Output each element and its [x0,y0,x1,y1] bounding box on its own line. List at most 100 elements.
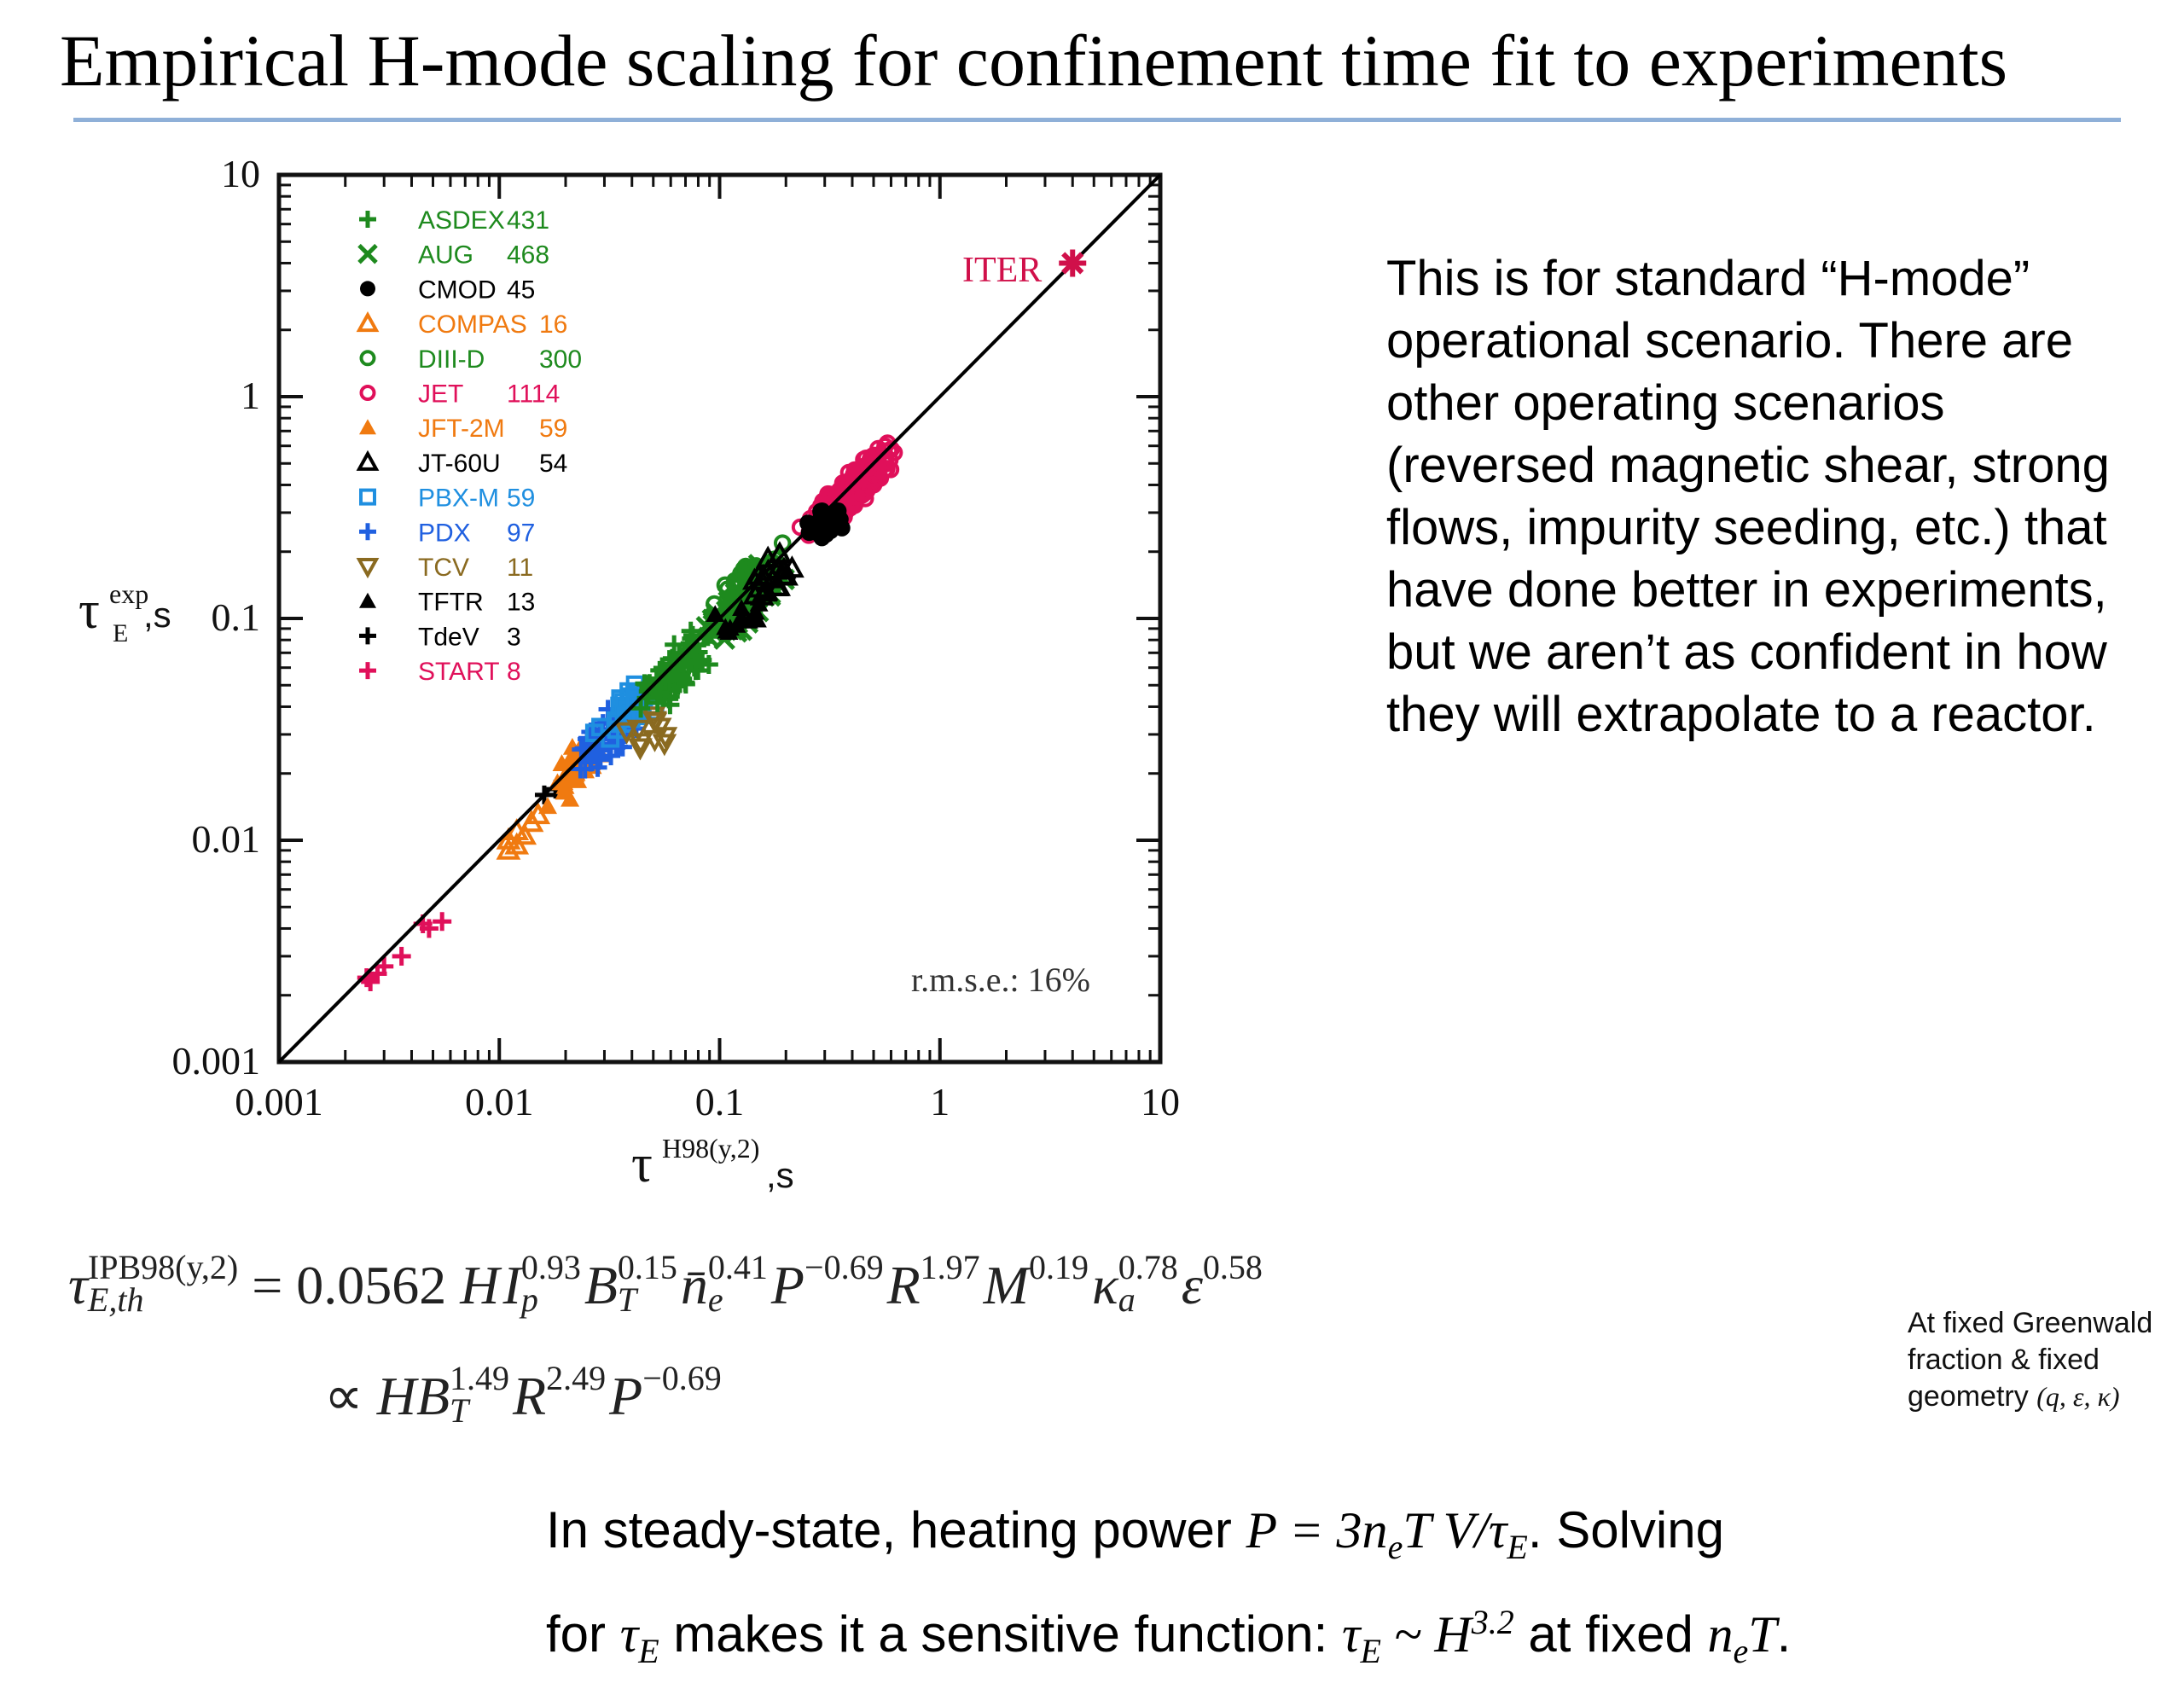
legend-entry-pbx-m: PBX-M 59 [359,485,535,513]
formula-term-symbol: P [770,1255,805,1315]
formula-term-script: 0.58 [1203,1251,1263,1316]
data-point [652,734,677,757]
bottom-text-6: . [1776,1605,1792,1663]
formula-term-symbol: R [886,1255,921,1315]
legend-entry-jet: JET 1114 [359,380,560,409]
data-point [859,459,878,477]
title-underline [73,118,2121,122]
formula-exponent: 1.97 [920,1248,980,1287]
formula-exponent: 2.49 [546,1359,607,1398]
formula-term: M 0.19 [984,1251,1089,1315]
formula-term-symbol: HB [376,1366,450,1426]
formula-subscript [921,1284,980,1316]
formula-term-symbol: κ [1091,1255,1118,1315]
formula-term-script: 0.41 e [707,1251,768,1320]
tau-h-relation: τE ~ H3.2 [1342,1603,1514,1670]
legend-entry-cmod: CMOD 45 [360,276,535,304]
legend-marker [359,211,376,228]
data-point [614,722,640,745]
bottom-text-2: . Solving [1527,1501,1724,1558]
tau-e-symbol: τE [619,1606,659,1670]
data-point [642,712,668,735]
formula-subscript [804,1284,884,1316]
data-point [584,723,604,742]
data-point [674,657,694,676]
y-tick-label: 0.001 [172,1039,261,1082]
legend-marker [359,627,376,645]
data-point [512,822,537,845]
formula-exponent: 0.15 [617,1248,677,1287]
bottom-text-4: makes it a sensitive function: [659,1605,1342,1663]
y-tick-label: 10 [221,152,260,195]
formula-term: κ 0.78 a [1091,1251,1178,1317]
y-axis-label: τ exp E ,s [78,578,171,647]
iter-label: ITER [962,251,1042,290]
greenwald-line3: geometry [1908,1380,2029,1413]
data-point [357,968,376,988]
data-point [561,789,580,807]
legend-marker [359,419,376,435]
legend-entry-aug: AUG 468 [357,241,549,270]
x-label-unit: ,s [766,1155,794,1195]
legend-marker [359,523,376,541]
formula-term: n̄ 0.41 e [681,1251,768,1317]
formula-term: R 2.49 [513,1361,606,1426]
formula-exponent: 0.78 [1118,1248,1178,1287]
legend-count: 1114 [507,380,560,409]
formula-term-script: 0.19 [1029,1251,1089,1316]
formula-subscript: T [617,1280,637,1320]
data-point [726,572,744,590]
legend-count: 45 [507,276,535,304]
series-compas [496,802,551,860]
formula-term-script: 1.97 [921,1251,980,1316]
legend-name: JT-60U [418,450,501,478]
greenwald-vars: (q, ε, κ) [2036,1381,2120,1412]
legend-marker [360,281,375,297]
series-cmod [799,502,851,547]
formula-coefficient: = 0.0562 [252,1255,447,1315]
data-point [659,650,679,670]
legend-marker [359,662,376,680]
formula-term: P −0.69 [609,1361,722,1426]
x-tick-label: 0.01 [465,1080,534,1123]
legend-marker [356,311,380,333]
greenwald-note: At fixed Greenwald fraction & fixed geom… [1908,1305,2181,1415]
greenwald-line2: fraction & fixed [1908,1344,2100,1376]
formula-term-symbol: R [513,1366,547,1426]
series-tcv [614,706,678,761]
x-axis-ticks: 0.001 0.01 0.1 1 10 [235,175,1180,1123]
legend-count: 97 [507,519,535,547]
power-balance-formula: P = 3neT V/τE [1246,1502,1528,1566]
legend-marker [356,450,380,471]
data-point [755,545,781,568]
x-label-sup: H98(y,2) [662,1133,759,1164]
legend-name: AUG [418,241,473,270]
legend-count: 16 [539,311,567,339]
formula-exponent: 0.58 [1202,1248,1263,1287]
data-point [650,683,670,703]
data-point [392,946,411,966]
formula-term-symbol: I [502,1255,521,1315]
y-label-sup: exp [109,578,148,609]
data-point [732,599,752,617]
data-point [653,727,678,750]
formula-term-script: 1.49 T [450,1361,509,1428]
formula-subscript [1203,1284,1263,1316]
x-tick-label: 0.1 [695,1080,745,1123]
formula-term-script: 0.78 a [1118,1248,1178,1317]
legend-name: TFTR [418,589,484,617]
legend-entry-tcv: TCV 11 [356,554,533,582]
series-jt-60u [741,541,804,606]
data-point [628,738,653,761]
legend-count: 59 [539,415,567,443]
formula-exponent: −0.69 [804,1248,884,1287]
formula-subscript: e [707,1280,723,1320]
data-point [760,566,785,589]
proportional-scaling-formula: ∝ HB 1.49 T R 2.49 P −0.69 [324,1361,725,1434]
legend-marker [359,350,376,367]
legend-name: START [418,658,500,686]
slide-title: Empirical H-mode scaling for confinement… [60,20,2008,102]
legend-entry-jft-2m: JFT-2M 59 [359,415,567,443]
data-point [686,661,706,681]
data-point [732,607,752,625]
